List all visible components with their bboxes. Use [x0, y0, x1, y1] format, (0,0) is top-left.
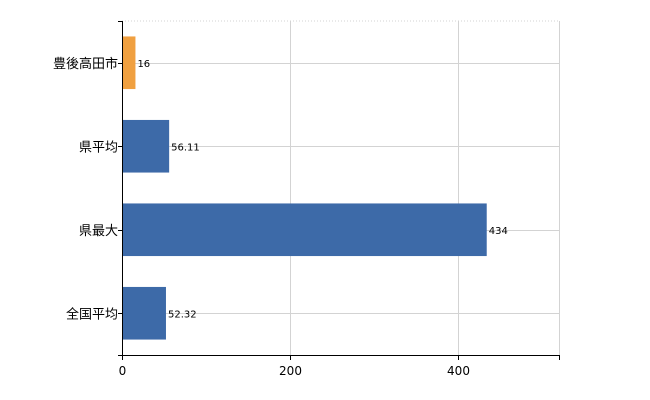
- grid: [122, 20, 560, 355]
- bar: [122, 119, 170, 173]
- value-label: 16: [137, 59, 150, 70]
- bars: [122, 36, 487, 340]
- value-label: 52.32: [168, 309, 197, 320]
- labels: 16 豊後高田市 56.11 県平均 434 県最大 52.32 全国平均 0 200 400: [53, 56, 508, 378]
- bar: [122, 203, 487, 257]
- x-tick-label: 0: [119, 364, 127, 378]
- category-label: 全国平均: [66, 306, 118, 322]
- bar: [122, 36, 136, 90]
- bar: [122, 286, 166, 340]
- x-tick-label: 200: [279, 364, 302, 378]
- value-label: 434: [489, 226, 508, 237]
- category-label: 県最大: [79, 224, 118, 239]
- axes: [118, 21, 560, 360]
- category-label: 県平均: [79, 140, 118, 155]
- x-tick-label: 400: [447, 364, 470, 378]
- category-label: 豊後高田市: [53, 56, 118, 72]
- value-label: 56.11: [171, 142, 200, 153]
